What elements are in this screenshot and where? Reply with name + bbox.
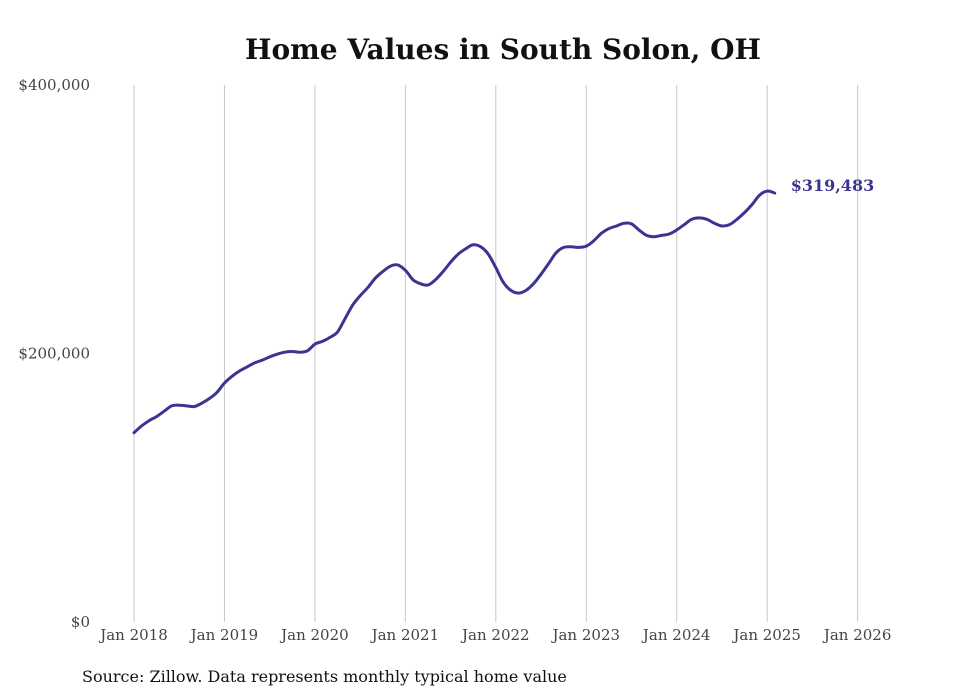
source-note: Source: Zillow. Data represents monthly …	[82, 667, 567, 686]
end-value-label: $319,483	[791, 176, 875, 195]
y-tick-label-0: $0	[71, 613, 90, 631]
x-tick-label-8: Jan 2026	[822, 626, 892, 644]
y-tick-label-1: $200,000	[18, 345, 90, 363]
grid-lines	[133, 85, 859, 622]
x-tick-label-4: Jan 2022	[460, 626, 530, 644]
x-tick-label-6: Jan 2024	[641, 626, 711, 644]
chart-title: Home Values in South Solon, OH	[245, 33, 761, 66]
x-tick-label-7: Jan 2025	[731, 626, 801, 644]
series-line-0	[132, 189, 777, 435]
x-tick-label-0: Jan 2018	[98, 626, 168, 644]
x-tick-label-1: Jan 2019	[189, 626, 259, 644]
x-tick-label-3: Jan 2021	[370, 626, 440, 644]
y-axis-tick-labels: $0 $200,000 $400,000	[18, 76, 90, 631]
series-group: $319,483	[132, 176, 875, 435]
x-tick-label-5: Jan 2023	[550, 626, 620, 644]
x-axis-tick-labels: Jan 2018 Jan 2019 Jan 2020 Jan 2021 Jan 2022…	[98, 626, 891, 644]
x-tick-label-2: Jan 2020	[279, 626, 349, 644]
y-tick-label-2: $400,000	[18, 76, 90, 94]
